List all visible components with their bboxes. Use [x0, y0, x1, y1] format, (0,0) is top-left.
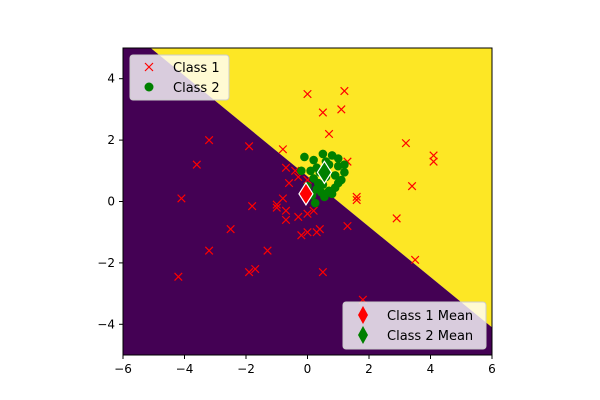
class-1-point — [303, 89, 312, 99]
legend-label-class-1-mean: Class 1 Mean — [387, 309, 473, 324]
class-1-point — [352, 195, 361, 205]
class-1-point — [247, 201, 257, 211]
class-1-point — [297, 231, 306, 240]
legend-entry-class-2: Class 2 — [144, 81, 220, 96]
legend-x-marker — [144, 62, 154, 72]
legend-entry-class-1-mean: Class 1 Mean — [358, 306, 473, 324]
class-2-point — [300, 152, 309, 162]
legend-label-class-2: Class 2 — [173, 81, 220, 96]
x-tick-label: −4 — [176, 362, 194, 376]
class-1-point — [337, 105, 346, 114]
y-tick-label: 2 — [107, 133, 115, 147]
class-1-point — [281, 206, 291, 215]
class-2-point — [297, 166, 306, 176]
class-1-point — [401, 138, 411, 148]
legend-label-class-2-mean: Class 2 Mean — [387, 329, 473, 344]
class-1-point — [204, 246, 214, 255]
class-1-point — [315, 224, 325, 234]
legend-means: Class 1 Mean Class 2 Mean — [342, 301, 487, 350]
class-1-point — [410, 255, 420, 265]
class-2-point — [306, 166, 315, 176]
class-1-point — [244, 267, 254, 277]
y-axis: −4 −2 0 2 4 — [97, 72, 123, 331]
class-1-point — [177, 194, 186, 203]
class-2-point — [320, 192, 329, 202]
class-1-point — [343, 221, 352, 231]
x-tick-label: 6 — [488, 362, 496, 376]
class-2-point — [333, 154, 343, 163]
y-tick-label: 4 — [107, 72, 115, 86]
class-1-point — [281, 215, 291, 225]
x-tick-label: −6 — [114, 362, 132, 376]
class-2-point — [330, 171, 340, 180]
points-layer — [174, 86, 438, 304]
legend-classes: Class 1 Class 2 — [129, 54, 230, 101]
class-2-point — [309, 155, 318, 165]
x-tick-label: 4 — [427, 362, 435, 376]
class-2-point — [310, 198, 320, 208]
legend-red-diamond-marker — [358, 306, 368, 324]
legend-dot-marker — [144, 82, 154, 92]
x-tick-label: 2 — [365, 362, 373, 376]
class-1-point — [340, 86, 349, 96]
class-1-point — [290, 166, 300, 176]
class-2-point — [327, 189, 337, 199]
class-1-point — [278, 194, 288, 203]
class-1-point — [281, 163, 291, 172]
class-2-point — [340, 160, 349, 169]
y-tick-label: −2 — [97, 256, 115, 270]
class-1-point — [251, 264, 260, 274]
class-1-point — [263, 246, 272, 255]
class-1-point — [174, 272, 183, 281]
class-1-point — [429, 157, 438, 166]
class-2-point — [318, 149, 328, 159]
x-axis: −6 −4 −2 0 2 4 6 — [114, 355, 496, 376]
class-1-point — [309, 206, 318, 215]
class-1-point — [278, 145, 288, 154]
class-1-point — [318, 267, 328, 277]
class-1-mean-marker — [298, 181, 314, 206]
class-2-point — [340, 168, 349, 177]
class-1-point — [324, 129, 334, 139]
class-1-point — [407, 181, 417, 191]
class-2-point — [333, 178, 343, 188]
legend-entry-class-1: Class 1 — [144, 61, 220, 76]
class-1-point — [303, 209, 312, 219]
legend-green-diamond-marker — [358, 326, 368, 344]
class-1-point — [272, 203, 281, 212]
class-1-point — [392, 214, 401, 223]
legend-label-class-1: Class 1 — [173, 61, 220, 76]
class-1-point — [226, 224, 235, 234]
class-2-point — [313, 178, 323, 188]
class-1-point — [284, 178, 294, 188]
class-1-point — [244, 142, 254, 151]
means-layer — [298, 160, 333, 206]
class-1-point — [352, 192, 361, 202]
class-2-mean-marker — [316, 160, 333, 185]
y-tick-label: 0 — [107, 195, 115, 209]
class-1-point — [192, 160, 202, 169]
legend-classes-box — [129, 54, 230, 101]
class-1-point — [204, 135, 214, 145]
legend-entry-class-2-mean: Class 2 Mean — [358, 326, 473, 344]
class-1-point — [303, 227, 312, 237]
x-tick-label: −2 — [237, 362, 255, 376]
class-1-point — [429, 151, 438, 160]
class-1-point — [294, 212, 303, 222]
plot-area — [122, 47, 493, 356]
y-tick-label: −4 — [97, 317, 115, 331]
class-1-point — [318, 108, 328, 117]
x-tick-label: 0 — [304, 362, 312, 376]
legend-means-box — [342, 301, 487, 350]
